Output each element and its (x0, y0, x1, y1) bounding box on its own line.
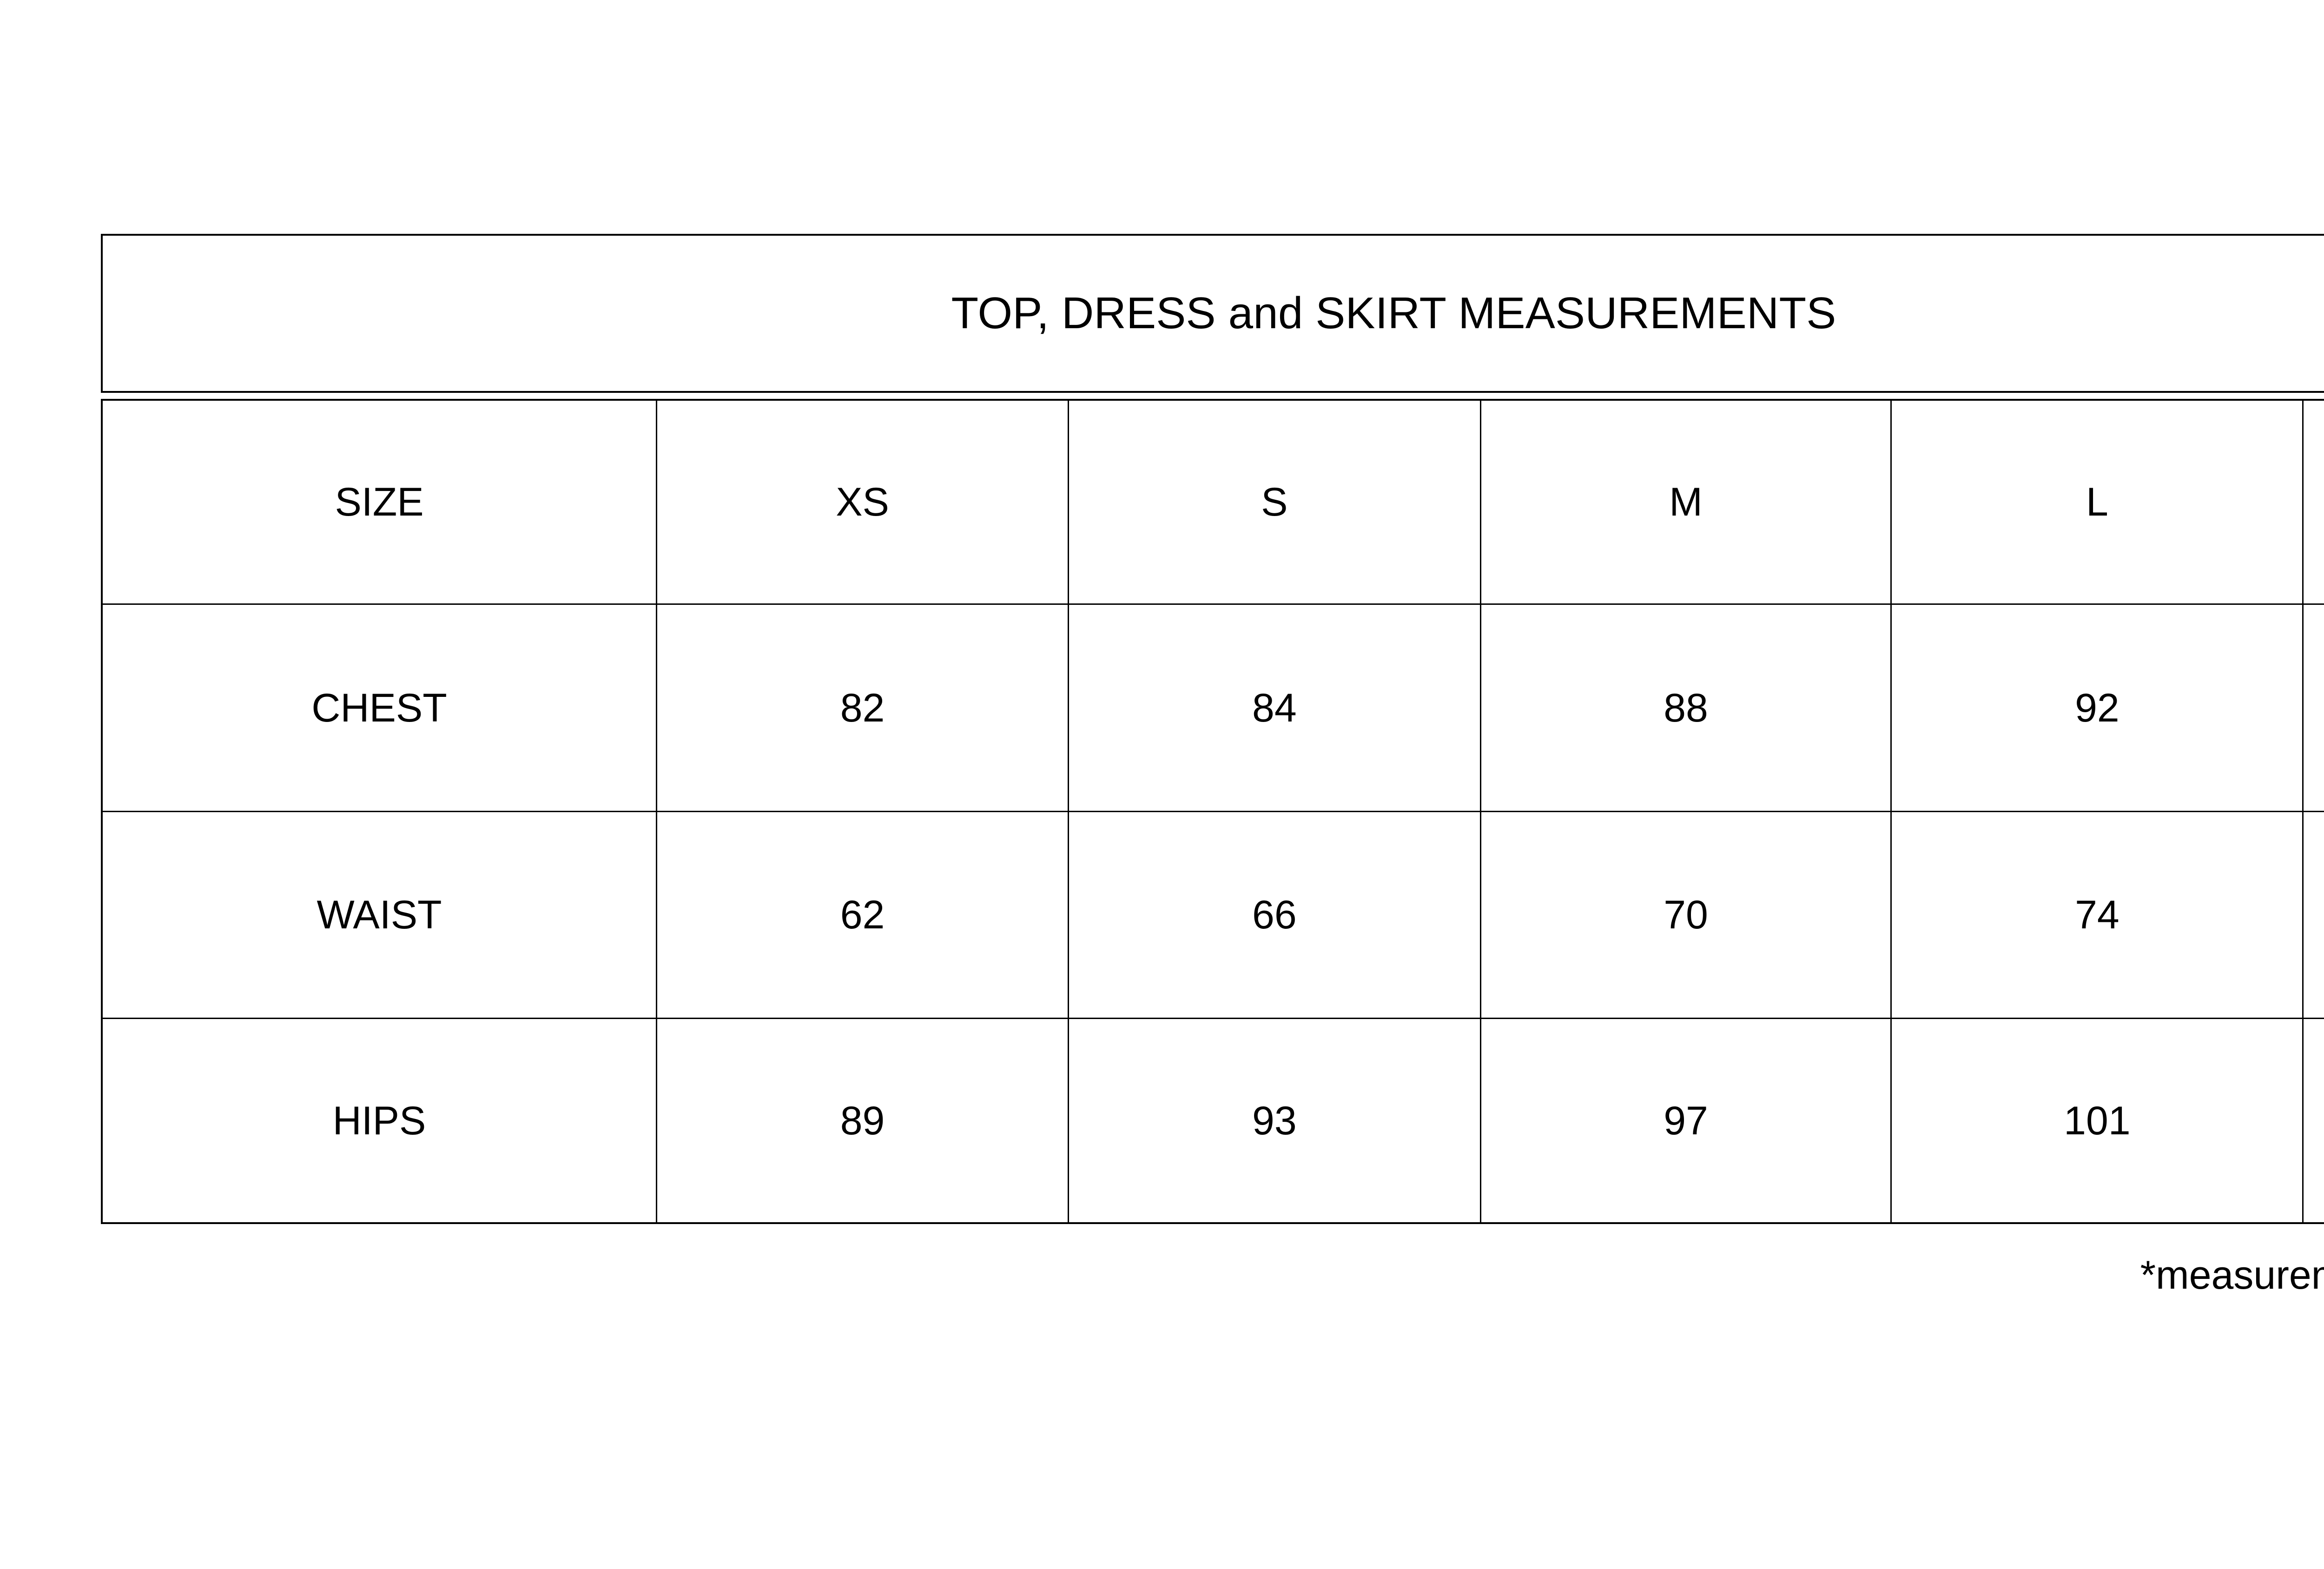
cell-hips-s: 93 (1068, 1018, 1481, 1222)
table-row: CHEST 82 84 88 92 96 (103, 603, 2324, 812)
cell-waist-xs: 62 (656, 810, 1070, 1020)
table-row: WAIST 62 66 70 74 78 (103, 810, 2324, 1020)
row-label-waist: WAIST (103, 810, 658, 1020)
column-header-size: SIZE (103, 401, 658, 605)
column-header-xs: XS (656, 401, 1070, 605)
cell-chest-xl: 96 (2302, 603, 2324, 812)
table-header-row: SIZE XS S M L XL (103, 401, 2324, 605)
table-row: HIPS 89 93 97 101 105 (103, 1018, 2324, 1222)
page-title: TOP, DRESS and SKIRT MEASUREMENTS (951, 288, 1836, 338)
measurements-table: SIZE XS S M L XL CHEST 82 84 88 92 96 WA… (103, 401, 2324, 1222)
measurements-table-frame: SIZE XS S M L XL CHEST 82 84 88 92 96 WA… (101, 399, 2324, 1224)
cell-chest-s: 84 (1068, 603, 1481, 812)
cell-hips-xl: 105 (2302, 1018, 2324, 1222)
row-label-chest: CHEST (103, 603, 658, 812)
cell-waist-m: 70 (1479, 810, 1892, 1020)
table-title-banner: TOP, DRESS and SKIRT MEASUREMENTS (101, 234, 2324, 393)
cell-chest-m: 88 (1479, 603, 1892, 812)
cell-waist-xl: 78 (2302, 810, 2324, 1020)
cell-waist-l: 74 (1890, 810, 2304, 1020)
cell-hips-l: 101 (1890, 1018, 2304, 1222)
cell-hips-xs: 89 (656, 1018, 1070, 1222)
cell-waist-s: 66 (1068, 810, 1481, 1020)
column-header-s: S (1068, 401, 1481, 605)
cell-chest-xs: 82 (656, 603, 1070, 812)
row-label-hips: HIPS (103, 1018, 658, 1222)
cell-chest-l: 92 (1890, 603, 2304, 812)
measurement-units-note: *measurements provided in cm (2140, 1253, 2324, 1298)
column-header-m: M (1479, 401, 1892, 605)
cell-hips-m: 97 (1479, 1018, 1892, 1222)
column-header-xl: XL (2302, 401, 2324, 605)
column-header-l: L (1890, 401, 2304, 605)
